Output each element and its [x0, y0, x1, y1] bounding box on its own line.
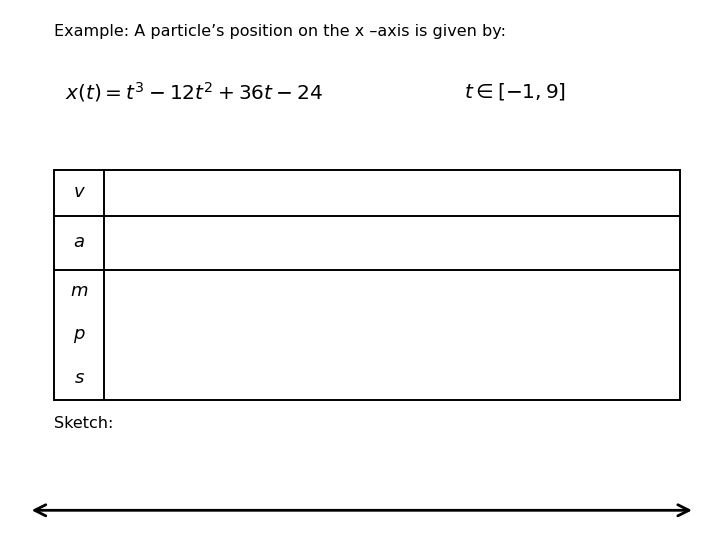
Text: Example: A particle’s position on the x –axis is given by:: Example: A particle’s position on the x … — [54, 24, 506, 39]
Text: $s$: $s$ — [73, 370, 85, 387]
Bar — [54, 170, 680, 400]
Text: $x(t) = t^3 - 12t^2 + 36t - 24$: $x(t) = t^3 - 12t^2 + 36t - 24$ — [65, 80, 323, 104]
Text: Sketch:: Sketch: — [54, 416, 113, 431]
Text: $m$: $m$ — [70, 284, 89, 300]
Text: $p$: $p$ — [73, 327, 86, 345]
Text: $a$: $a$ — [73, 234, 85, 252]
Text: $t \in [-1, 9]$: $t \in [-1, 9]$ — [464, 82, 567, 102]
Text: $v$: $v$ — [73, 185, 86, 201]
